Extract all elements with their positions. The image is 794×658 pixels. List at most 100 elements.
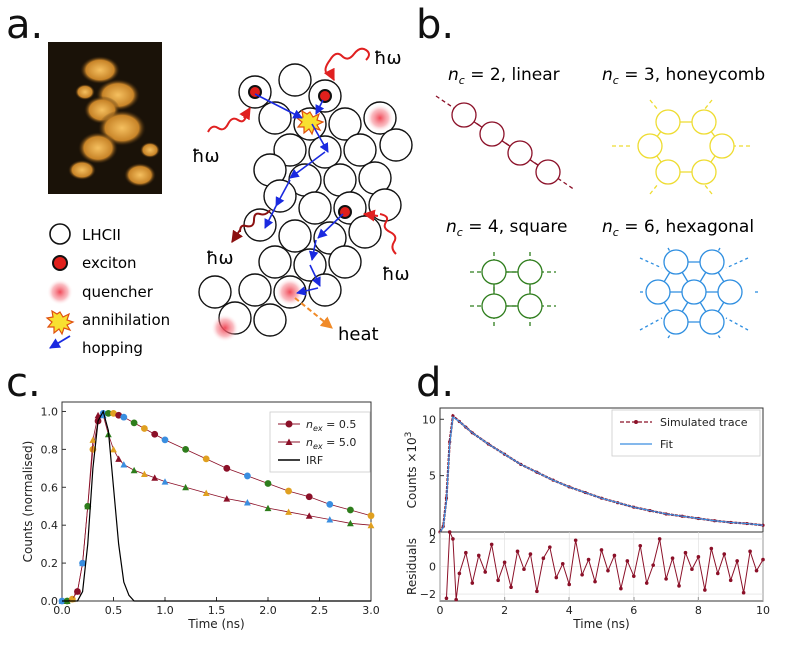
data-point-circle: [115, 411, 123, 419]
exciton-legend-icon: [52, 255, 68, 271]
quenchers: [211, 104, 394, 342]
x-axis-label: Time (ns): [187, 617, 244, 631]
data-point-triangle: [326, 516, 334, 523]
residual-point: [612, 553, 617, 558]
data-point-circle: [120, 413, 128, 421]
data-point-circle: [151, 430, 159, 438]
residual-point: [567, 582, 571, 587]
quencher-legend-icon: [47, 279, 73, 305]
x-tick-label: 1.0: [156, 604, 174, 617]
lattice-square: [470, 252, 556, 328]
data-point-triangle: [202, 489, 210, 496]
hbar-omega-label-4: ħω: [382, 264, 410, 285]
y-tick-label: 0.4: [41, 519, 59, 532]
data-point-triangle: [151, 474, 159, 481]
x-tick-label: 1.5: [208, 604, 226, 617]
data-point-triangle: [223, 495, 231, 502]
panel-letter-d: d.: [416, 360, 455, 406]
x-tick-label: 0.5: [105, 604, 123, 617]
svg-text:nc = 2, linear: nc = 2, linear: [448, 65, 560, 87]
data-point-circle: [130, 419, 138, 427]
residual-point: [696, 555, 701, 559]
residual-point: [509, 585, 513, 589]
legend-c-marker-triangle: [285, 438, 293, 445]
data-point-circle: [141, 425, 148, 432]
hbar-omega-label-3: ħω: [206, 248, 234, 269]
panel-letter-a: a.: [6, 2, 44, 48]
legend-hopping-label: hopping: [82, 339, 143, 357]
residual-point: [754, 568, 759, 573]
data-point-circle: [285, 487, 292, 495]
x-tick-label: 2: [501, 604, 508, 617]
data-point-triangle: [161, 478, 169, 485]
chart-c: 0.0 0.5 1.0 1.5 2.0 2.5 3.0 Time (ns) 0.0 0.2 0.4 0…: [21, 401, 380, 631]
residual-point: [528, 552, 533, 556]
y-axis-label: Counts (normalised): [21, 441, 35, 563]
legend-c-label-nex05: nex = 0.5: [306, 418, 356, 433]
y-tick-label: 0.6: [41, 481, 59, 494]
y-axis-label: Counts ×103: [404, 432, 419, 509]
residual-point: [470, 581, 475, 585]
heat-label: heat: [338, 324, 379, 345]
residual-point: [586, 557, 591, 562]
data-point-circle: [347, 506, 354, 514]
residual-point: [619, 586, 623, 591]
data-point-circle: [202, 455, 210, 463]
data-point-circle: [305, 493, 313, 501]
legend-c-label-irf: IRF: [306, 454, 323, 467]
residual-point: [476, 553, 481, 558]
residual-point: [664, 577, 668, 581]
legend-quencher-label: quencher: [82, 283, 154, 301]
afm-image: [48, 42, 162, 194]
residual-point: [657, 537, 662, 541]
y-tick-label: 2: [429, 533, 436, 546]
chart-c-legend: nex = 0.5 nex = 5.0 IRF: [269, 411, 371, 473]
chart-d-legend: Simulated trace Fit: [611, 409, 761, 457]
residual-point: [625, 559, 630, 563]
residual-point: [709, 546, 714, 551]
panel-letter-b: b.: [416, 2, 455, 48]
residual-point: [741, 590, 746, 595]
panel-letter-c: c.: [6, 360, 41, 406]
y-tick-label: 0: [429, 561, 436, 574]
x-tick-label: 0: [437, 604, 444, 617]
residual-point: [735, 559, 739, 563]
data-point-triangle: [141, 470, 148, 478]
residual-point: [677, 584, 681, 588]
residual-point: [728, 578, 733, 583]
residual-point: [638, 544, 643, 548]
residual-point: [548, 545, 552, 549]
legend-d-simulated: Simulated trace: [660, 416, 748, 429]
hbar-omega-label-2: ħω: [192, 146, 220, 167]
data-point-triangle: [84, 502, 92, 510]
x-tick-label: 3.0: [362, 604, 380, 617]
data-point: [761, 523, 765, 527]
data-point-triangle: [264, 504, 272, 512]
data-point-triangle: [182, 483, 189, 491]
residual-point: [554, 575, 559, 580]
svg-text:nc = 4, square: nc = 4, square: [446, 217, 567, 239]
panel-a-legend: LHCII exciton quencher annihilation hopp…: [45, 223, 170, 357]
residual-point: [451, 537, 455, 541]
quencher-1: [366, 104, 394, 132]
data-point-circle: [244, 472, 251, 480]
y-tick-label: −2: [420, 588, 436, 601]
data-point-triangle: [367, 521, 375, 529]
svg-text:nc = 6, hexagonal: nc = 6, hexagonal: [602, 217, 754, 239]
data-point-triangle: [285, 508, 292, 515]
lattice-square-title: nc = 4, square: [446, 217, 567, 239]
y-tick-label: 0.2: [41, 557, 59, 570]
residual-point: [447, 530, 452, 534]
hopping-arrows: [254, 93, 344, 296]
lhcii-legend-icon: [49, 223, 71, 245]
x-tick-label: 4: [566, 604, 573, 617]
residual-point: [651, 563, 655, 567]
residual-point: [454, 597, 458, 602]
lattice-linear-title: nc = 2, linear: [448, 65, 560, 87]
data-point-triangle: [110, 445, 117, 453]
residual-point: [515, 549, 520, 554]
data-point-circle: [367, 512, 375, 520]
series-line-1: [439, 415, 764, 533]
